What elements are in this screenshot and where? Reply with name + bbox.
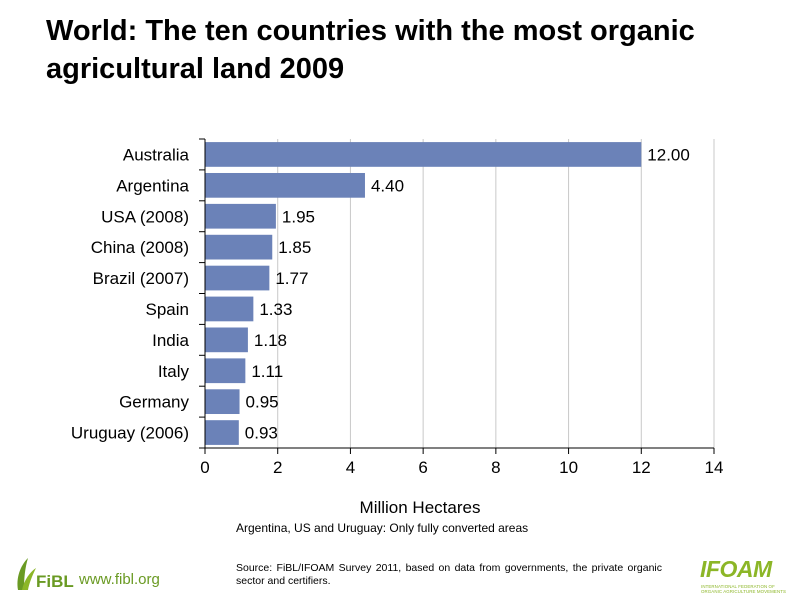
data-label: 1.85 — [278, 238, 311, 257]
category-label: Brazil (2007) — [93, 269, 189, 288]
source-note: Source: FiBL/IFOAM Survey 2011, based on… — [236, 562, 662, 587]
bar — [205, 358, 246, 384]
data-label: 12.00 — [647, 145, 690, 164]
x-tick-label: 12 — [632, 458, 651, 477]
bar — [205, 420, 239, 445]
fibl-leaf-icon — [17, 558, 36, 590]
fibl-logo: FiBL — [17, 558, 74, 591]
fibl-website-link[interactable]: www.fibl.org — [79, 571, 160, 588]
data-label: 1.11 — [251, 362, 283, 381]
category-label: Germany — [119, 393, 189, 412]
bar — [205, 203, 276, 229]
bar — [205, 389, 240, 415]
data-label: 1.33 — [259, 300, 292, 319]
bar — [205, 172, 365, 198]
bar — [205, 327, 248, 353]
bar-layer — [205, 142, 642, 445]
x-tick-label: 10 — [559, 458, 578, 477]
bar — [205, 234, 273, 260]
data-label: 1.77 — [275, 269, 308, 288]
category-label: Spain — [146, 300, 189, 319]
bar — [205, 296, 254, 322]
category-label: Australia — [123, 145, 190, 164]
category-label: Argentina — [116, 176, 189, 195]
x-tick-label: 0 — [200, 458, 209, 477]
ifoam-logo-text: IFOAM — [700, 556, 772, 582]
data-label: 4.40 — [371, 176, 404, 195]
category-label: China (2008) — [91, 238, 189, 257]
category-label: India — [152, 331, 189, 350]
data-label: 1.18 — [254, 331, 287, 350]
x-axis-label: Million Hectares — [360, 498, 481, 517]
x-tick-label: 14 — [705, 458, 724, 477]
bar — [205, 142, 642, 167]
fibl-logo-text: FiBL — [36, 572, 74, 591]
data-label: 0.93 — [245, 424, 278, 443]
category-label: Italy — [158, 362, 190, 381]
data-label: 0.95 — [246, 393, 279, 412]
ifoam-logo-subtitle: INTERNATIONAL FEDERATION OF ORGANIC AGRI… — [701, 584, 787, 594]
x-tick-label: 4 — [346, 458, 355, 477]
category-label: USA (2008) — [101, 207, 189, 226]
footnote: Argentina, US and Uruguay: Only fully co… — [236, 521, 529, 535]
data-label: 1.95 — [282, 207, 315, 226]
category-label: Uruguay (2006) — [71, 424, 189, 443]
x-tick-label: 8 — [491, 458, 500, 477]
x-tick-label: 6 — [418, 458, 427, 477]
bar — [205, 265, 270, 291]
chart-title: World: The ten countries with the most o… — [46, 15, 695, 85]
x-tick-label: 2 — [273, 458, 282, 477]
axis-layer: Australia 12.00 Argentina 4.40 USA (2008) 1.9… — [71, 138, 724, 477]
